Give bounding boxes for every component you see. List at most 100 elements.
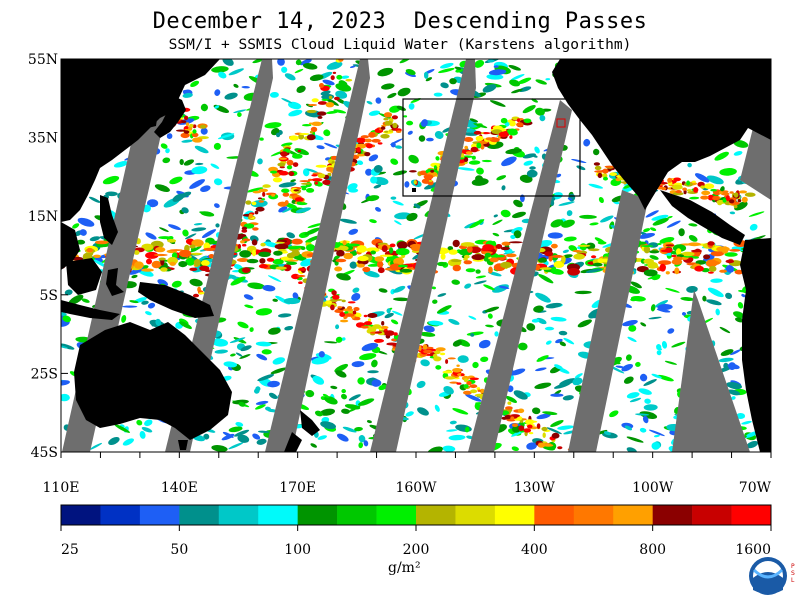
cloud-patch	[61, 345, 68, 349]
cloud-patch	[734, 269, 744, 275]
cloud-patch	[593, 148, 600, 156]
cloud-patch	[242, 243, 247, 247]
cloud-patch	[345, 78, 353, 82]
cloud-patch	[407, 130, 413, 135]
cloud-patch	[246, 258, 259, 264]
cloud-patch	[518, 425, 525, 432]
cloud-patch	[413, 203, 421, 209]
cloud-patch	[603, 431, 611, 436]
cloud-patch	[552, 254, 563, 258]
no-data-swath	[370, 59, 476, 452]
cloud-patch	[272, 298, 278, 302]
cloud-patch	[258, 430, 270, 433]
cloud-patch	[213, 142, 221, 150]
cloud-patch	[550, 219, 564, 228]
cloud-patch	[319, 83, 324, 88]
cloud-patch	[505, 148, 522, 155]
cloud-patch	[282, 192, 290, 197]
cloud-patch	[557, 425, 574, 430]
cloud-patch	[738, 190, 748, 194]
cloud-patch	[278, 182, 297, 188]
cloud-patch	[527, 424, 533, 429]
cloud-patch	[114, 424, 130, 433]
cloud-patch	[523, 160, 534, 166]
cloud-patch	[277, 249, 287, 252]
cloud-patch	[571, 158, 587, 164]
cloud-patch	[536, 423, 541, 429]
cloud-patch	[310, 443, 317, 448]
cloud-patch	[321, 416, 330, 423]
cloud-patch	[214, 89, 221, 96]
cloud-patch	[500, 209, 511, 218]
cloud-patch	[507, 128, 518, 134]
cloud-patch	[481, 132, 491, 135]
cloud-patch	[643, 269, 658, 277]
cloud-patch	[201, 260, 210, 266]
cloud-patch	[434, 131, 444, 139]
colorbar-swatch	[731, 505, 772, 525]
cloud-patch	[201, 229, 217, 239]
cloud-patch	[356, 263, 365, 268]
cloud-patch	[255, 404, 266, 410]
cloud-patch	[630, 295, 646, 302]
cloud-patch	[649, 227, 657, 232]
cloud-patch	[541, 426, 548, 432]
cloud-patch	[390, 196, 397, 200]
cloud-patch	[526, 169, 538, 178]
cloud-patch	[526, 442, 537, 450]
cloud-patch	[672, 192, 684, 196]
cloud-patch	[343, 252, 354, 260]
colorbar-swatch	[494, 505, 535, 525]
cloud-patch	[389, 243, 396, 248]
cloud-patch	[568, 245, 578, 252]
cloud-patch	[347, 306, 353, 310]
cloud-patch	[707, 271, 714, 274]
cloud-patch	[474, 59, 485, 68]
cloud-patch	[638, 232, 656, 239]
cloud-patch	[686, 180, 690, 186]
cloud-patch	[436, 305, 452, 314]
cloud-patch	[534, 146, 540, 154]
cloud-patch	[150, 240, 164, 249]
colorbar-swatch	[337, 505, 377, 525]
cloud-patch	[653, 434, 660, 438]
cloud-patch	[485, 137, 493, 141]
cloud-patch	[375, 331, 382, 334]
cloud-patch	[428, 179, 433, 182]
cloud-patch	[465, 268, 476, 273]
cloud-patch	[244, 304, 254, 309]
cloud-patch	[470, 333, 475, 337]
cloud-patch	[361, 342, 379, 352]
cloud-patch	[529, 166, 536, 170]
cloud-patch	[544, 251, 554, 257]
cloud-patch	[380, 325, 389, 330]
cloud-patch	[423, 349, 433, 354]
cloud-patch	[719, 191, 723, 195]
cloud-patch	[336, 273, 351, 281]
cloud-patch	[460, 242, 475, 247]
cloud-patch	[122, 305, 138, 308]
cloud-patch	[68, 294, 84, 305]
cloud-patch	[373, 164, 383, 173]
cloud-patch	[585, 268, 603, 273]
cloud-patch	[141, 243, 154, 251]
cloud-patch	[476, 142, 482, 149]
cloud-patch	[94, 240, 109, 245]
cloud-patch	[536, 413, 551, 420]
cloud-patch	[153, 253, 168, 257]
cloud-patch	[539, 115, 546, 122]
cloud-patch	[672, 244, 687, 252]
cloud-patch	[190, 252, 203, 255]
cloud-patch	[661, 187, 667, 191]
cloud-patch	[144, 419, 153, 427]
cloud-patch	[121, 314, 127, 323]
cloud-patch	[455, 68, 464, 73]
cloud-patch	[280, 151, 288, 157]
noaa-logo[interactable]	[748, 556, 788, 596]
cloud-patch	[452, 239, 460, 248]
cloud-patch	[434, 404, 440, 412]
cloud-patch	[286, 252, 296, 259]
cloud-patch	[717, 201, 723, 206]
cloud-patch	[396, 241, 408, 249]
